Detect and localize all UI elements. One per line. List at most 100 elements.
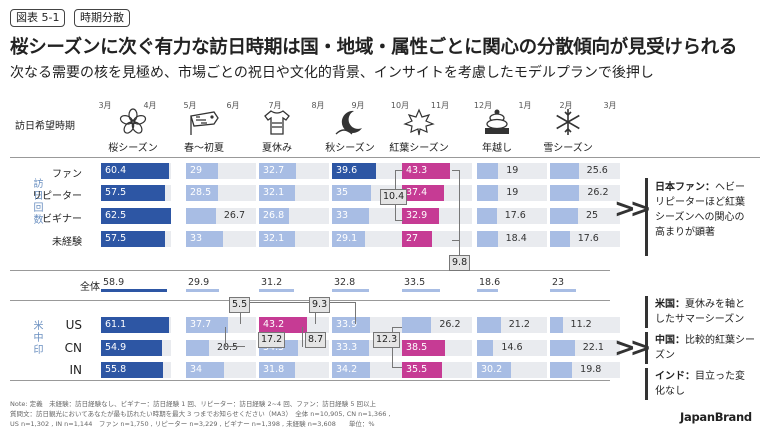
note-text: したサマーシーズン	[655, 314, 745, 325]
data-cell: 57.5	[101, 231, 171, 247]
note-head: インド：	[655, 371, 695, 382]
connector-line	[302, 327, 303, 347]
axis-label: 訪日希望時期	[15, 121, 75, 132]
value-label: 29.1	[336, 233, 358, 244]
data-cell: 25.6	[550, 163, 620, 179]
chevron-right-icon: >>	[614, 333, 651, 363]
value-label: 32.7	[263, 165, 285, 176]
page-subtitle: 次なる需要の核を見極め、市場ごとの祝日や文化的背景、インサイトを考慮したモデルプ…	[10, 65, 654, 81]
value-bar	[332, 163, 377, 179]
month-label: 11月	[430, 101, 450, 110]
data-cell: 32.1	[259, 185, 329, 201]
value-label: 28.5	[190, 187, 212, 198]
value-label: 33.5	[404, 277, 426, 288]
note-text: 目立った変	[695, 371, 745, 382]
value-bar	[332, 208, 369, 224]
value-label: 19	[506, 187, 519, 198]
value-label: 23	[552, 277, 565, 288]
moon-icon	[335, 110, 362, 135]
data-cell: 55.8	[101, 362, 171, 378]
value-bar	[477, 231, 498, 247]
value-label: 32.9	[406, 210, 428, 221]
snowflake-icon	[556, 109, 580, 135]
connector-line	[240, 302, 241, 324]
value-bar	[402, 362, 442, 378]
diff-box: 12.3	[373, 332, 401, 348]
note-text: リピーターほど紅葉	[655, 197, 745, 208]
value-bar	[477, 163, 499, 179]
data-cell: 33	[332, 208, 402, 224]
value-label: 39.6	[336, 165, 358, 176]
data-cell: 34.2	[332, 362, 402, 378]
value-label: 54.9	[105, 342, 127, 353]
value-bar	[186, 185, 218, 201]
data-cell: 30.2	[477, 362, 547, 378]
value-label: 43.3	[406, 165, 428, 176]
season-label: 年越し	[482, 143, 512, 154]
value-bar	[550, 231, 570, 247]
sakura-icon	[119, 108, 147, 134]
value-label: 55.8	[105, 364, 127, 375]
value-label: 17.6	[504, 210, 526, 221]
data-cell: 23	[550, 276, 620, 292]
data-cell: 31.8	[259, 362, 329, 378]
value-bar	[477, 289, 498, 292]
value-bar	[332, 231, 365, 247]
value-bar	[477, 185, 499, 201]
value-bar	[550, 289, 576, 292]
value-label: 43.2	[263, 319, 285, 330]
kagami-mochi-icon	[485, 109, 509, 134]
data-cell: 26.2	[550, 185, 620, 201]
figure-tag-label: 図表 5-1	[16, 11, 60, 24]
value-label: 30.2	[481, 364, 503, 375]
connector-line	[225, 327, 226, 347]
footnote: US n=1,302 , IN n=1,144 ファン n=1,750 , リピ…	[10, 420, 375, 428]
data-cell: 19	[477, 163, 547, 179]
season-label: 桜シーズン	[108, 143, 158, 154]
value-bar	[477, 362, 511, 378]
connector-line	[392, 327, 402, 328]
tshirt-icon	[264, 110, 290, 135]
value-bar	[186, 362, 225, 378]
value-label: 38.5	[406, 342, 428, 353]
value-bar	[259, 208, 290, 224]
value-bar	[332, 185, 372, 201]
note-head: 米国：	[655, 299, 685, 310]
month-label: 6月	[226, 101, 240, 110]
month-label: 4月	[143, 101, 157, 110]
connector-line	[452, 240, 460, 241]
diff-box: 8.7	[305, 332, 327, 348]
value-bar	[259, 231, 295, 247]
value-bar	[101, 163, 169, 179]
value-label: 33	[190, 233, 203, 244]
value-bar	[550, 208, 578, 224]
value-bar	[402, 317, 432, 333]
value-bar	[550, 185, 580, 201]
footnote: 質問文：訪日観光においてあなたが最も訪れたい時期を最大 3 つまでお知らせくださ…	[10, 410, 391, 418]
connector-line	[315, 302, 316, 324]
group-label-market: 米中印	[31, 320, 42, 356]
month-label: 8月	[311, 101, 325, 110]
month-label: 3月	[603, 101, 617, 110]
value-label: 22.1	[582, 342, 604, 353]
note-head: 中国：	[655, 335, 685, 346]
note-bar	[645, 296, 648, 328]
value-bar	[186, 208, 216, 224]
value-bar	[332, 340, 370, 356]
value-bar	[332, 289, 369, 292]
group-label-experience: 訪日回数	[31, 178, 42, 226]
data-cell: 17.6	[550, 231, 620, 247]
value-label: 58.9	[103, 277, 125, 288]
data-cell: 18.4	[477, 231, 547, 247]
value-label: 35	[336, 187, 349, 198]
data-cell: 22.1	[550, 340, 620, 356]
data-cell: 17.6	[477, 208, 547, 224]
value-label: 62.5	[105, 210, 127, 221]
season-label: 雪シーズン	[543, 143, 593, 154]
data-cell: 29.9	[186, 276, 256, 292]
data-cell: 29	[186, 163, 256, 179]
note-text: ズン	[655, 350, 675, 361]
value-bar	[101, 362, 164, 378]
figure-tag: 図表 5-1	[10, 9, 66, 27]
value-label: 29	[190, 165, 203, 176]
